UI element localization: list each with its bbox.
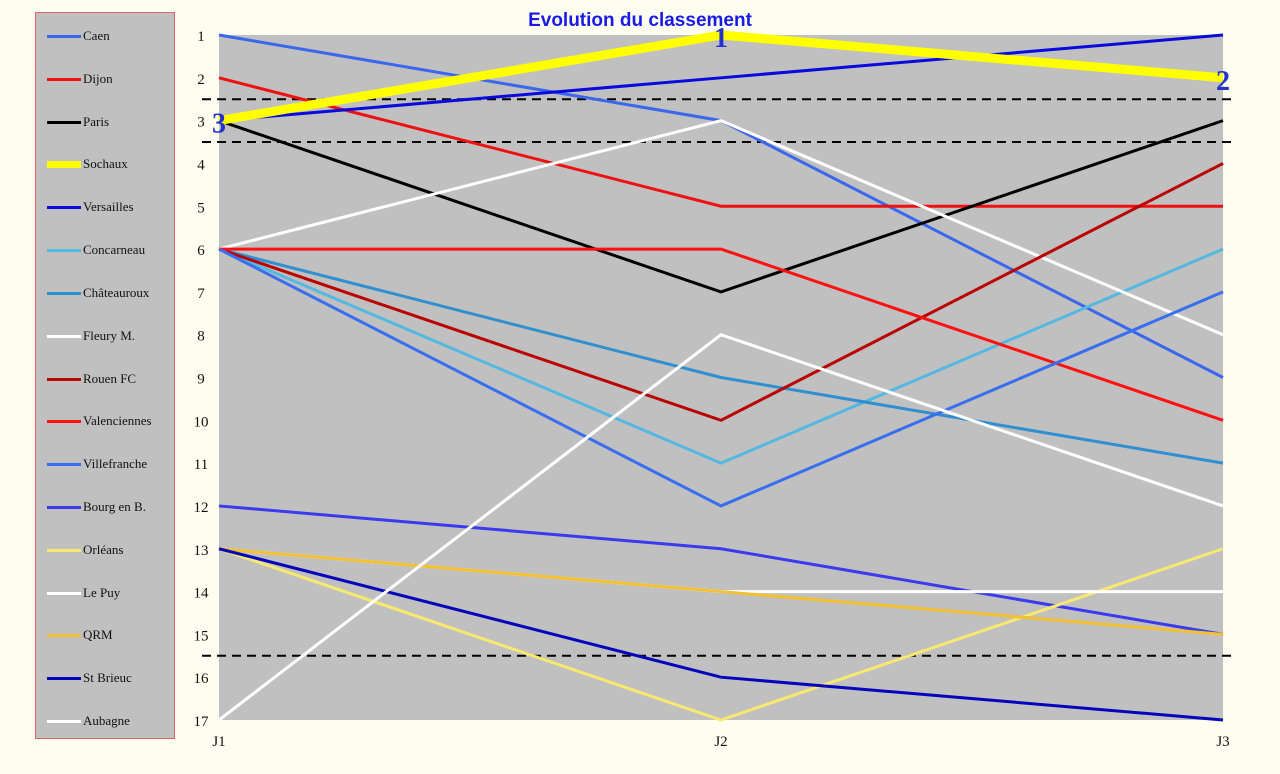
legend-swatch xyxy=(47,634,81,638)
legend-item: Paris xyxy=(36,113,176,133)
legend-swatch xyxy=(47,420,81,424)
legend-item: Valenciennes xyxy=(36,412,176,432)
data-label: 2 xyxy=(1216,66,1230,97)
legend-swatch xyxy=(47,548,81,552)
series-line xyxy=(218,30,1224,126)
y-tick-label: 4 xyxy=(197,157,205,173)
legend-label: QRM xyxy=(83,627,113,643)
series-line xyxy=(218,547,1224,636)
series-line xyxy=(218,333,1224,722)
legend-label: Bourg en B. xyxy=(83,498,146,514)
legend-swatch xyxy=(47,720,81,723)
legend-label: Dijon xyxy=(83,70,113,86)
legend-swatch xyxy=(47,591,81,595)
y-tick-label: 17 xyxy=(194,714,210,730)
y-tick-label: 5 xyxy=(197,200,205,216)
y-tick-label: 9 xyxy=(197,372,205,388)
legend-label: Concarneau xyxy=(83,242,146,258)
legend-item: Sochaux xyxy=(36,155,176,175)
legend-swatch xyxy=(47,377,81,381)
legend-swatch xyxy=(47,463,81,467)
legend-swatch xyxy=(47,35,81,38)
y-tick-label: 3 xyxy=(197,115,205,131)
legend-swatch xyxy=(47,249,81,253)
x-tick-label: J1 xyxy=(212,734,225,750)
y-tick-label: 12 xyxy=(194,500,209,516)
series-line xyxy=(218,247,1224,465)
series-line xyxy=(218,247,1224,508)
legend-label: Paris xyxy=(83,113,109,129)
y-tick-label: 15 xyxy=(194,628,209,644)
legend-label: Fleury M. xyxy=(83,327,135,343)
legend-label: St Brieuc xyxy=(83,670,132,686)
legend-item: Dijon xyxy=(36,70,176,90)
legend-label: Aubagne xyxy=(83,713,130,728)
legend-label: Valenciennes xyxy=(83,413,152,429)
chart-title: Evolution du classement xyxy=(528,10,752,31)
legend-label: Le Puy xyxy=(83,584,121,600)
series-line xyxy=(218,162,1224,422)
legend-label: Rouen FC xyxy=(83,370,137,386)
legend-label: Villefranche xyxy=(83,456,148,472)
legend-swatch xyxy=(47,161,81,169)
legend-item: Villefranche xyxy=(36,455,176,475)
legend-swatch xyxy=(47,334,81,338)
y-tick-label: 13 xyxy=(194,543,209,559)
legend-item: Rouen FC xyxy=(36,370,176,390)
y-tick-label: 1 xyxy=(197,29,205,45)
legend-label: Châteauroux xyxy=(83,284,150,300)
legend-item: Versailles xyxy=(36,198,176,218)
legend-swatch xyxy=(47,677,81,681)
legend-item: QRM xyxy=(36,626,176,646)
legend-item: Caen xyxy=(36,27,176,47)
series-line xyxy=(218,547,1224,722)
legend-swatch xyxy=(47,505,81,509)
legend-swatch xyxy=(47,77,81,81)
legend-swatch xyxy=(47,120,81,124)
series-line xyxy=(218,119,1224,294)
series-line xyxy=(218,119,1224,337)
y-tick-label: 16 xyxy=(194,671,210,687)
legend-item: Aubagne xyxy=(36,712,176,732)
legend-swatch xyxy=(47,291,81,295)
series-line xyxy=(218,33,1224,123)
legend-swatch xyxy=(47,206,81,210)
legend-label: Versailles xyxy=(83,199,134,215)
y-tick-label: 6 xyxy=(197,243,205,259)
data-label: 1 xyxy=(714,23,728,54)
y-tick-label: 11 xyxy=(194,457,208,473)
legend-label: Caen xyxy=(83,28,110,43)
legend-item: Fleury M. xyxy=(36,327,176,347)
data-label: 3 xyxy=(212,109,226,140)
x-tick-label: J2 xyxy=(714,734,727,750)
legend-label: Sochaux xyxy=(83,156,128,172)
legend-item: Concarneau xyxy=(36,241,176,261)
legend-label: Orléans xyxy=(83,541,124,557)
legend-item: Bourg en B. xyxy=(36,498,176,518)
legend-item: Orléans xyxy=(36,541,176,561)
y-tick-label: 2 xyxy=(197,72,205,88)
legend-item: Châteauroux xyxy=(36,284,176,304)
series-line xyxy=(218,76,1223,208)
legend: Caen Dijon Paris Sochaux Versailles Concarnea… xyxy=(35,12,175,739)
y-tick-label: 7 xyxy=(197,286,205,302)
y-tick-label: 10 xyxy=(194,414,209,430)
legend-item: Le Puy xyxy=(36,584,176,604)
x-tick-label: J3 xyxy=(1216,734,1229,750)
legend-item: St Brieuc xyxy=(36,669,176,689)
y-tick-label: 14 xyxy=(194,586,210,602)
series-line xyxy=(218,247,1224,465)
y-tick-label: 8 xyxy=(197,329,205,345)
